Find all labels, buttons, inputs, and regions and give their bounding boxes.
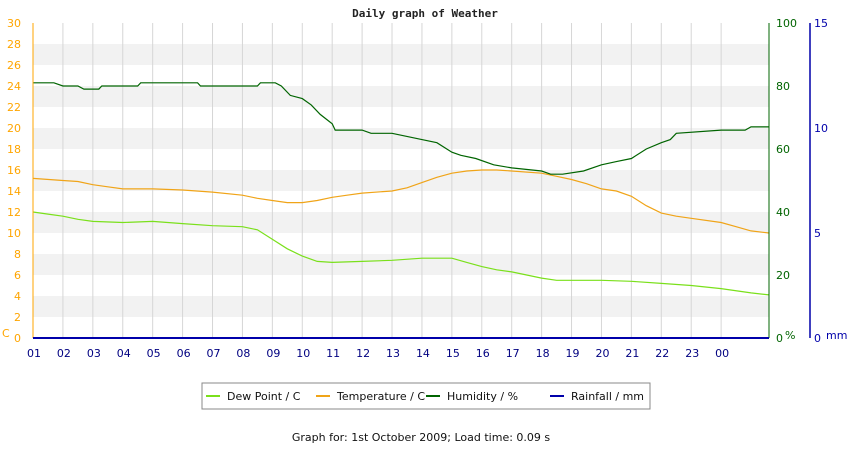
left-tick-label: 8 (14, 248, 21, 261)
rainfall-tick-label: 15 (814, 17, 828, 30)
x-tick-label: 13 (386, 347, 400, 360)
humidity-tick-label: 20 (776, 269, 790, 282)
humidity-tick-label: 40 (776, 206, 790, 219)
grid-band (33, 170, 769, 191)
left-tick-label: 0 (14, 332, 21, 345)
legend-label: Humidity / % (447, 390, 518, 403)
grid-band (33, 149, 769, 170)
rainfall-axis-unit: mm (826, 329, 847, 342)
rainfall-tick-label: 10 (814, 122, 828, 135)
grid-band (33, 65, 769, 86)
left-tick-label: 30 (7, 17, 21, 30)
x-tick-label: 20 (595, 347, 609, 360)
x-tick-label: 08 (236, 347, 250, 360)
series-line-temperature (32, 169, 770, 234)
grid-band (33, 254, 769, 275)
x-tick-label: 10 (296, 347, 310, 360)
left-tick-label: 14 (7, 185, 21, 198)
left-tick-label: 26 (7, 59, 21, 72)
x-tick-label: 16 (476, 347, 490, 360)
grid-band (33, 275, 769, 296)
x-tick-label: 03 (87, 347, 101, 360)
grid-band (33, 317, 769, 338)
legend: Dew Point / C Temperature / C Humidity / %… (201, 382, 651, 410)
grid-band (33, 86, 769, 107)
x-tick-label: 01 (27, 347, 41, 360)
x-tick-label: 09 (266, 347, 280, 360)
x-tick-label: 15 (446, 347, 460, 360)
left-tick-label: 4 (14, 290, 21, 303)
x-tick-label: 06 (177, 347, 191, 360)
grid-band (33, 107, 769, 128)
x-tick-label: 17 (506, 347, 520, 360)
legend-label: Temperature / C (336, 390, 425, 403)
x-tick-label: 23 (685, 347, 699, 360)
humidity-tick-label: 60 (776, 143, 790, 156)
humidity-tick-label: 0 (776, 332, 783, 345)
x-tick-label: 00 (715, 347, 729, 360)
x-tick-label: 19 (566, 347, 580, 360)
x-tick-label: 14 (416, 347, 430, 360)
humidity-tick-label: 100 (776, 17, 797, 30)
legend-label: Rainfall / mm (571, 390, 644, 403)
x-tick-label: 11 (326, 347, 340, 360)
grid-band (33, 23, 769, 44)
grid-band (33, 212, 769, 233)
grid-band (33, 233, 769, 254)
legend-label: Dew Point / C (227, 390, 301, 403)
x-tick-label: 21 (625, 347, 639, 360)
series-line-humidity (33, 82, 769, 175)
x-tick-label: 22 (655, 347, 669, 360)
ticks-layer: 0246810121416182022242628300204060801000… (2, 17, 847, 360)
left-tick-label: 6 (14, 269, 21, 282)
grid-band (33, 44, 769, 65)
axes-layer (32, 23, 811, 339)
grid-band (33, 296, 769, 317)
x-tick-label: 12 (356, 347, 370, 360)
plot-bands (33, 23, 769, 338)
rainfall-tick-label: 5 (814, 227, 821, 240)
grid-band (33, 191, 769, 212)
left-tick-label: 12 (7, 206, 21, 219)
rainfall-tick-label: 0 (814, 332, 821, 345)
x-tick-label: 05 (147, 347, 161, 360)
left-axis-unit: C (2, 327, 10, 340)
humidity-axis-unit: % (785, 329, 795, 342)
series-line-dew-point (32, 211, 770, 296)
grid-band (33, 128, 769, 149)
chart-title: Daily graph of Weather (352, 7, 498, 20)
left-tick-label: 2 (14, 311, 21, 324)
left-tick-label: 10 (7, 227, 21, 240)
x-tick-label: 02 (57, 347, 71, 360)
left-tick-label: 22 (7, 101, 21, 114)
left-tick-label: 16 (7, 164, 21, 177)
left-tick-label: 24 (7, 80, 21, 93)
x-tick-label: 04 (117, 347, 131, 360)
left-tick-label: 18 (7, 143, 21, 156)
footer-text: Graph for: 1st October 2009; Load time: … (292, 431, 551, 444)
left-tick-label: 20 (7, 122, 21, 135)
x-tick-label: 18 (536, 347, 550, 360)
left-tick-label: 28 (7, 38, 21, 51)
x-tick-label: 07 (207, 347, 221, 360)
humidity-tick-label: 80 (776, 80, 790, 93)
